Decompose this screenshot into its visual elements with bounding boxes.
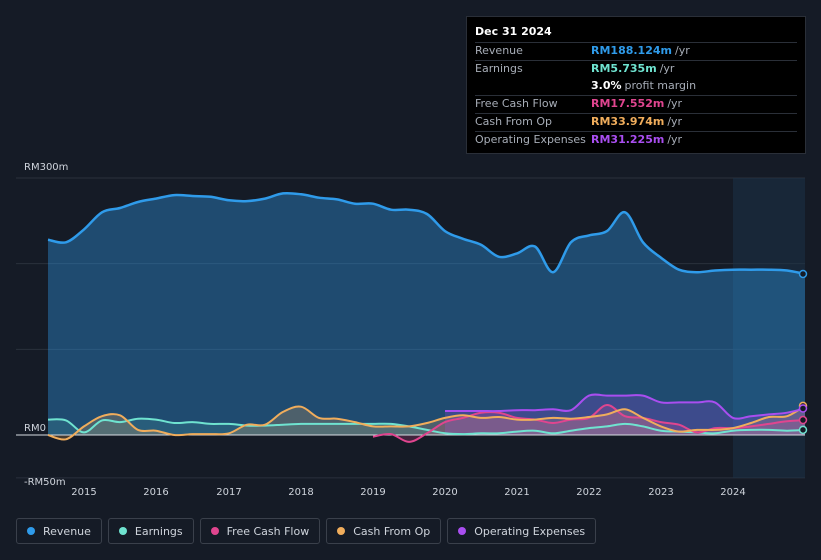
y-tick-label: RM0 bbox=[24, 423, 46, 434]
tooltip-row-label: Revenue bbox=[475, 44, 523, 57]
tooltip-rows: Revenue RM188.124m/yr Earnings RM5.735m/yr 3… bbox=[475, 42, 797, 148]
series-areas bbox=[48, 193, 805, 442]
x-tick-label: 2019 bbox=[360, 487, 385, 498]
legend-label: Cash From Op bbox=[353, 524, 431, 538]
legend-label: Free Cash Flow bbox=[226, 524, 310, 538]
tooltip: Dec 31 2024 Revenue RM188.124m/yr Earnings… bbox=[466, 16, 806, 154]
cash-from-op-area bbox=[48, 405, 805, 440]
y-axis: RM300m RM0 -RM50m bbox=[24, 162, 68, 488]
x-tick-label: 2020 bbox=[432, 487, 457, 498]
y-tick-label: -RM50m bbox=[24, 477, 66, 488]
revenue-line bbox=[47, 191, 806, 276]
x-tick-label: 2015 bbox=[71, 487, 96, 498]
legend-dot-icon bbox=[210, 527, 219, 535]
legend-item-revenue[interactable]: Revenue bbox=[16, 518, 102, 544]
legend-item-free-cash-flow[interactable]: Free Cash Flow bbox=[199, 518, 321, 544]
tooltip-date: Dec 31 2024 bbox=[475, 25, 552, 38]
tooltip-row-value: RM5.735m bbox=[591, 62, 657, 75]
legend-label: Revenue bbox=[43, 524, 91, 538]
tooltip-row-label: Earnings bbox=[475, 62, 523, 75]
legend-dot-icon bbox=[118, 527, 127, 535]
series-end-markers bbox=[798, 269, 808, 435]
tooltip-row-unit: profit margin bbox=[624, 79, 697, 92]
free-cash-flow-end-marker bbox=[798, 415, 808, 425]
x-tick-label: 2024 bbox=[720, 487, 745, 498]
tooltip-row-label: Free Cash Flow bbox=[475, 97, 558, 110]
legend-dot-icon bbox=[458, 527, 467, 535]
x-tick-label: 2016 bbox=[143, 487, 168, 498]
series-lines bbox=[47, 191, 806, 443]
tooltip-row: 3.0% profit margin bbox=[475, 78, 797, 94]
revenue-area bbox=[48, 193, 805, 435]
x-tick-label: 2022 bbox=[576, 487, 601, 498]
y-tick-label: RM300m bbox=[24, 162, 68, 173]
tooltip-row: Operating Expenses RM31.225m/yr bbox=[475, 131, 797, 148]
operating-expenses-end-marker bbox=[798, 404, 808, 413]
tooltip-row: Cash From Op RM33.974m/yr bbox=[475, 113, 797, 130]
revenue-end-marker bbox=[798, 269, 808, 279]
x-tick-label: 2018 bbox=[288, 487, 313, 498]
tooltip-row: Free Cash Flow RM17.552m/yr bbox=[475, 95, 797, 112]
tooltip-row-label: Operating Expenses bbox=[475, 133, 586, 146]
tooltip-row-value: RM31.225m bbox=[591, 133, 665, 146]
tooltip-row-unit: /yr bbox=[667, 97, 683, 110]
legend-item-cash-from-op[interactable]: Cash From Op bbox=[326, 518, 442, 544]
tooltip-row: Revenue RM188.124m/yr bbox=[475, 42, 797, 59]
legend-item-operating-expenses[interactable]: Operating Expenses bbox=[447, 518, 597, 544]
legend: Revenue Earnings Free Cash Flow Cash From O… bbox=[16, 518, 602, 544]
legend-dot-icon bbox=[337, 527, 346, 535]
tooltip-row-value: 3.0% bbox=[591, 79, 622, 92]
legend-item-earnings[interactable]: Earnings bbox=[107, 518, 194, 544]
x-tick-label: 2017 bbox=[216, 487, 241, 498]
tooltip-row: Earnings RM5.735m/yr bbox=[475, 60, 797, 77]
earnings-area bbox=[48, 418, 805, 435]
x-axis: 2015 2016 2017 2018 2019 2020 2021 2022 2023 2024 bbox=[71, 487, 745, 498]
legend-label: Operating Expenses bbox=[474, 524, 586, 538]
earnings-end-marker bbox=[798, 425, 808, 435]
x-tick-label: 2023 bbox=[648, 487, 673, 498]
tooltip-row-value: RM17.552m bbox=[591, 97, 665, 110]
operating-expenses-line bbox=[444, 393, 806, 420]
operating-expenses-area bbox=[445, 394, 805, 435]
x-tick-label: 2021 bbox=[504, 487, 529, 498]
tooltip-row-label bbox=[475, 78, 591, 94]
tooltip-row-value: RM33.974m bbox=[591, 115, 665, 128]
tooltip-row-unit: /yr bbox=[659, 62, 675, 75]
cash-from-op-line bbox=[47, 405, 806, 441]
tooltip-row-unit: /yr bbox=[674, 44, 690, 57]
tooltip-row-label: Cash From Op bbox=[475, 115, 553, 128]
tooltip-row-unit: /yr bbox=[667, 115, 683, 128]
tooltip-row-value: RM188.124m bbox=[591, 44, 672, 57]
grid-lines bbox=[16, 177, 805, 479]
tooltip-row-unit: /yr bbox=[667, 133, 683, 146]
legend-label: Earnings bbox=[134, 524, 183, 538]
legend-dot-icon bbox=[27, 527, 35, 535]
